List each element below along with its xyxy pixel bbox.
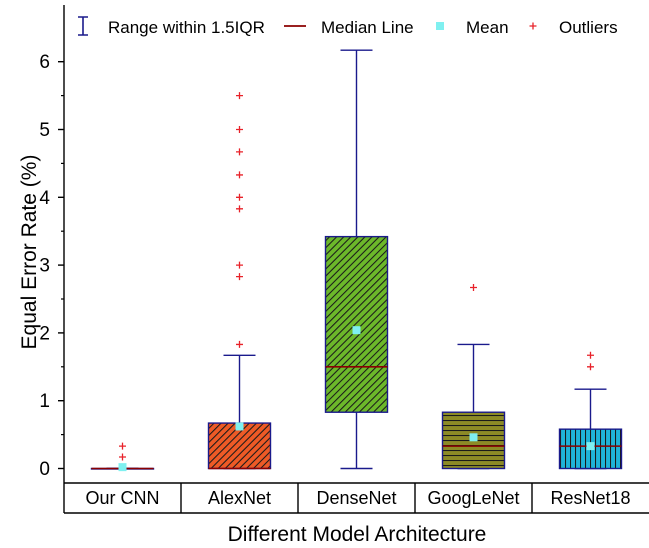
legend-label: Mean <box>466 18 509 37</box>
outlier-marker <box>236 193 243 201</box>
box-our-cnn <box>90 442 155 472</box>
outlier-marker <box>236 148 243 156</box>
box-alexnet <box>207 92 272 470</box>
outlier-marker <box>236 273 243 281</box>
outlier-marker <box>587 351 594 359</box>
box-googlenet <box>441 283 506 470</box>
y-tick-label: 3 <box>39 256 50 277</box>
y-tick-label: 1 <box>39 391 50 412</box>
y-tick-label: 2 <box>39 323 50 344</box>
box-resnet18 <box>558 351 623 470</box>
outlier-marker <box>236 92 243 100</box>
y-tick-label: 4 <box>39 188 50 209</box>
iqr-box <box>324 235 389 413</box>
mean-marker <box>235 422 244 431</box>
outlier-marker <box>470 283 477 291</box>
legend-label: Outliers <box>559 18 618 37</box>
iqr-box <box>207 422 272 470</box>
outlier-marker <box>236 171 243 179</box>
outlier-marker <box>236 340 243 348</box>
legend: Range within 1.5IQR Median Line Mean Outlie… <box>78 16 618 37</box>
x-tick-label: AlexNet <box>208 488 271 508</box>
x-tick-label: ResNet18 <box>550 488 630 508</box>
mean-marker <box>352 326 361 335</box>
x-tick-label: GoogLeNet <box>427 488 519 508</box>
mean-square-icon <box>436 22 444 30</box>
outlier-plus-icon <box>529 22 537 30</box>
axes: 0 1 2 3 4 5 6 Our CNN AlexNet DenseNet GoogLeNet Re… <box>39 5 649 514</box>
x-axis-title: Different Model Architecture <box>228 523 487 546</box>
outlier-marker <box>236 205 243 213</box>
outlier-marker <box>119 442 126 450</box>
legend-label: Median Line <box>321 18 414 37</box>
range-icon <box>78 16 88 36</box>
y-tick-label: 6 <box>39 52 50 73</box>
outlier-marker <box>236 126 243 133</box>
outlier-marker <box>119 453 126 461</box>
box-densenet <box>324 49 389 470</box>
x-tick-label: Our CNN <box>85 488 159 508</box>
legend-label: Range within 1.5IQR <box>108 18 265 37</box>
mean-marker <box>586 442 595 451</box>
y-axis-title: Equal Error Rate (%) <box>18 155 41 350</box>
y-tick-label: 0 <box>39 459 50 480</box>
x-tick-label: DenseNet <box>316 488 396 508</box>
outlier-marker <box>236 261 243 269</box>
plot-area <box>90 49 623 472</box>
outlier-marker <box>587 363 594 371</box>
mean-marker <box>118 463 127 472</box>
y-tick-label: 5 <box>39 120 50 141</box>
mean-marker <box>469 433 478 442</box>
